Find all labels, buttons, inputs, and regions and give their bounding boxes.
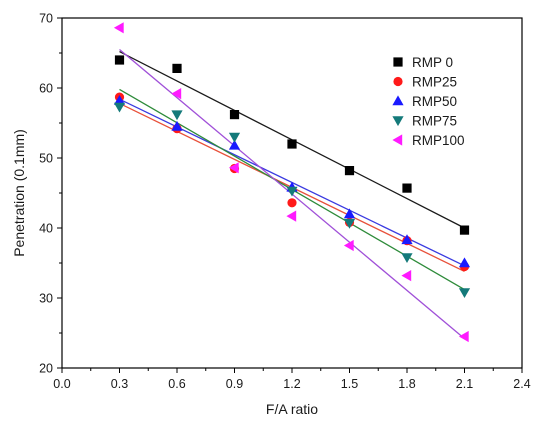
legend-marker-rmp50 [392,95,404,106]
point-rmp0 [287,139,297,149]
point-rmp75 [458,288,471,298]
point-rmp100 [286,210,297,222]
legend-item-rmp75: RMP75 [392,114,457,129]
x-tick-label: 1.2 [283,377,300,391]
y-tick-label: 40 [39,222,53,236]
point-rmp75 [113,102,126,113]
point-rmp0 [172,63,182,73]
point-rmp0 [229,110,240,120]
x-tick-label: 0.0 [53,377,70,391]
x-tick-label: 0.3 [111,377,128,391]
legend: RMP 0 RMP25 RMP50 RMP75 RMP100 [392,55,465,148]
point-rmp100 [458,330,469,343]
point-rmp100 [343,239,354,252]
data-points [113,22,471,343]
y-tick-label: 60 [39,82,53,96]
legend-item-rmp50: RMP50 [392,94,457,109]
y-axis-title: Penetration (0.1mm) [11,129,27,257]
point-rmp100 [113,22,124,34]
x-axis-title: F/A ratio [266,401,318,417]
legend-label-rmp75: RMP75 [412,114,457,129]
point-rmp0 [344,166,355,176]
legend-item-rmp0: RMP 0 [393,55,453,70]
point-rmp0 [402,183,412,193]
legend-marker-rmp100 [392,134,403,146]
y-tick-label: 50 [39,152,53,166]
point-rmp100 [401,270,412,282]
y-tick-label: 70 [39,12,53,26]
axis-labels: F/A ratio Penetration (0.1mm) [11,129,318,417]
point-rmp75 [286,186,298,197]
point-rmp0 [114,55,125,65]
point-rmp50 [458,257,471,268]
point-rmp75 [228,132,241,143]
legend-label-rmp100: RMP100 [412,133,465,148]
x-tick-label: 1.8 [398,377,415,391]
x-tick-label: 0.6 [168,377,185,391]
legend-item-rmp25: RMP25 [393,75,457,90]
legend-item-rmp100: RMP100 [392,133,465,148]
point-rmp50 [401,234,413,245]
x-tick-label: 1.5 [341,377,358,391]
y-tick-label: 30 [39,292,53,306]
x-tick-label: 2.1 [456,377,473,391]
legend-label-rmp0: RMP 0 [412,55,453,70]
y-tick-label: 20 [39,362,53,376]
point-rmp50 [113,95,126,105]
point-rmp75 [171,110,183,121]
point-rmp25 [287,198,297,208]
axes: 0.0 0.3 0.6 0.9 1.2 1.5 1.8 2.1 2.4 20 30 40 50 60 70 [39,12,531,392]
point-rmp0 [459,225,470,235]
point-rmp50 [343,208,356,219]
x-tick-label: 0.9 [226,377,243,391]
legend-marker-rmp0 [393,57,403,67]
point-rmp50 [171,120,183,131]
point-rmp100 [228,162,239,174]
point-rmp75 [343,218,356,229]
point-rmp75 [401,253,413,263]
legend-marker-rmp75 [392,116,404,127]
point-rmp50 [228,139,241,150]
legend-label-rmp25: RMP25 [412,75,457,90]
point-rmp100 [171,88,182,100]
legend-marker-rmp25 [393,76,403,87]
legend-label-rmp50: RMP50 [412,94,457,109]
x-tick-label: 2.4 [513,377,530,391]
